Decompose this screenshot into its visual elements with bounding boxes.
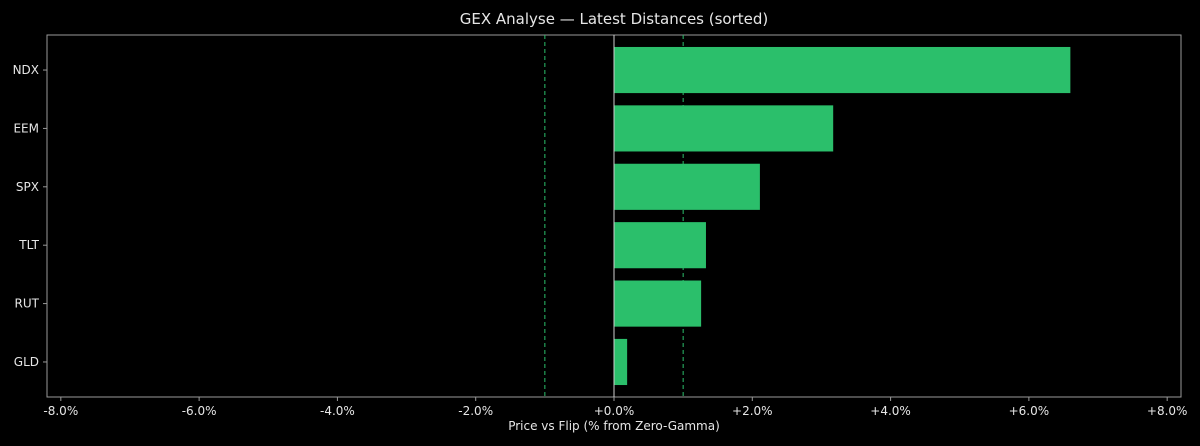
y-tick-label: SPX [16, 180, 39, 194]
x-tick-label: +0.0% [594, 404, 635, 418]
bar-spx [614, 163, 760, 210]
x-tick-label: +4.0% [870, 404, 911, 418]
bar-rut [614, 280, 702, 327]
x-tick-label: -8.0% [43, 404, 78, 418]
x-tick-label: -6.0% [182, 404, 217, 418]
y-tick-label: NDX [13, 63, 39, 77]
bars [614, 46, 1071, 386]
x-tick-label: +8.0% [1147, 404, 1188, 418]
x-axis-ticks: -8.0% -6.0% -4.0% -2.0% +0.0% +2.0% +4.0% +6.0%… [43, 397, 1187, 418]
y-tick-label: EEM [13, 121, 39, 135]
bar-tlt [614, 222, 706, 269]
y-tick-label: TLT [18, 238, 39, 252]
y-tick-label: RUT [15, 297, 40, 311]
bar-gld [614, 338, 628, 386]
chart-title: GEX Analyse — Latest Distances (sorted) [460, 10, 769, 28]
x-tick-label: +2.0% [732, 404, 773, 418]
y-tick-label: GLD [14, 355, 39, 369]
x-tick-label: -4.0% [320, 404, 355, 418]
x-axis-label: Price vs Flip (% from Zero-Gamma) [508, 419, 720, 433]
reference-lines [544, 35, 684, 397]
bar-eem [614, 105, 834, 152]
y-axis-labels: NDX EEM SPX TLT RUT GLD [13, 63, 47, 369]
x-tick-label: +6.0% [1009, 404, 1050, 418]
x-tick-label: -2.0% [458, 404, 493, 418]
bar-ndx [614, 46, 1071, 94]
